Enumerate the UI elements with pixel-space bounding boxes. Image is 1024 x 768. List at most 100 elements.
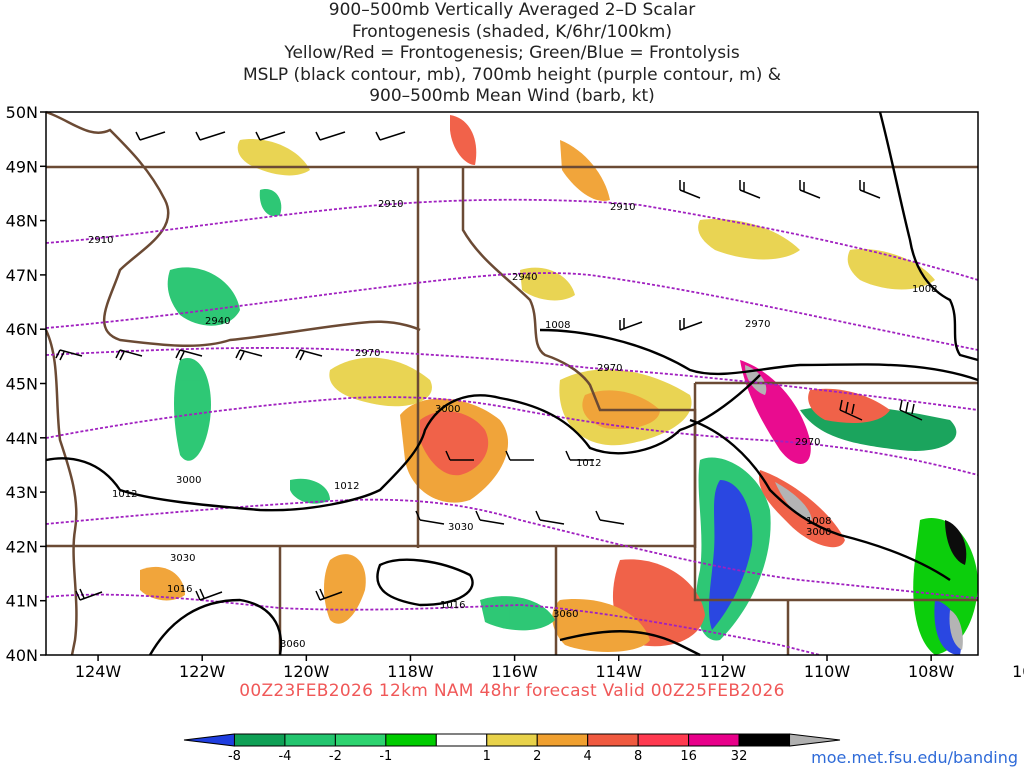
wind-barb	[175, 349, 203, 361]
wind-barb	[195, 131, 226, 141]
mslp-contour-1016-east	[376, 558, 474, 607]
map-title: 900–500mb Vertically Averaged 2–D Scalar…	[0, 0, 1024, 108]
lon-label: 114W	[596, 662, 643, 681]
colorbar: -8 -4 -2 -1 1 2 4 8 16 32	[183, 733, 841, 764]
longitude-axis: 124W 122W 120W 118W 116W 114W 112W 110W 108W 106W	[75, 655, 1024, 681]
colorbar-swatch	[183, 733, 235, 747]
wind-barb	[135, 131, 166, 141]
wind-barb	[315, 131, 346, 141]
colorbar-swatch	[233, 733, 286, 747]
title-line-4: MSLP (black contour, mb), 700mb height (…	[242, 64, 782, 85]
height-label: 2910	[378, 199, 403, 210]
colorbar-swatch	[587, 733, 639, 747]
height-label: 3030	[448, 522, 473, 533]
wind-barb	[535, 510, 565, 525]
lon-label: 118W	[387, 662, 434, 681]
title-line-5: 900–500mb Mean Wind (barb, kt)	[369, 86, 655, 106]
forecast-valid-line: 00Z23FEB2026 12km NAM 48hr forecast Vali…	[239, 681, 785, 701]
colorbar-tick-label: 1	[483, 749, 491, 764]
idaho-montana-border	[461, 167, 697, 548]
lon-label: 122W	[179, 662, 226, 681]
mslp-label: 1012	[112, 489, 137, 500]
colorbar-tick-label: -2	[329, 749, 342, 764]
height-label: 2910	[610, 202, 635, 213]
lon-label: 116W	[491, 662, 538, 681]
lat-label: 41N	[6, 592, 38, 611]
height-label: 3030	[170, 553, 195, 564]
mslp-contour-1012-south	[559, 630, 701, 657]
title-line-3: Yellow/Red = Frontogenesis; Green/Blue =…	[284, 43, 740, 63]
washington-border	[45, 110, 421, 347]
political-borders	[44, 110, 978, 656]
mslp-contour-1008-north	[539, 328, 979, 382]
lat-label: 42N	[6, 537, 38, 556]
height-label: 3000	[435, 404, 460, 415]
mslp-label: 1012	[334, 481, 359, 492]
height-contour-3000	[45, 396, 979, 476]
lat-label: 40N	[6, 646, 38, 665]
wind-barb	[679, 180, 701, 199]
colorbar-swatch	[284, 733, 336, 747]
mslp-label: 1016	[167, 584, 192, 595]
height-label: 2910	[88, 235, 113, 246]
wind-barb	[195, 588, 223, 601]
mslp-label: 1008	[545, 320, 570, 331]
frontogenesis-shading	[140, 115, 978, 655]
wind-barb	[859, 180, 881, 199]
mslp-contour-1008-south	[689, 418, 951, 581]
colorbar-tick-label: 4	[584, 749, 592, 764]
colorbar-swatch	[789, 733, 841, 747]
height-contour-2910	[45, 198, 979, 281]
colorbar-tick-label: -8	[228, 749, 241, 764]
wind-barb	[445, 450, 474, 461]
height-label: 2970	[597, 363, 622, 374]
height-label: 2970	[355, 348, 380, 359]
lat-label: 44N	[6, 429, 38, 448]
wind-barb	[375, 131, 406, 141]
lon-label: 124W	[75, 662, 122, 681]
mslp-contour-1016-west	[148, 598, 283, 656]
wind-barb	[75, 588, 103, 601]
colorbar-swatch	[334, 733, 387, 747]
wind-barb	[839, 399, 863, 421]
colorbar-tick-label: 8	[634, 749, 642, 764]
wind-barb	[55, 349, 83, 361]
lat-label: 47N	[6, 266, 38, 285]
wind-barb	[475, 510, 505, 525]
lat-label: 49N	[6, 157, 38, 176]
mslp-label: 1012	[576, 458, 601, 469]
height-label: 3000	[806, 527, 831, 538]
lat-label: 50N	[6, 103, 38, 122]
height-contour-labels: 2910 2910 2910 2940 2940 2970 2970 2970 …	[88, 199, 831, 650]
colorbar-swatch	[486, 733, 538, 747]
wind-barb	[255, 131, 286, 141]
wind-barb	[315, 588, 343, 601]
colorbar-tick-label: 32	[731, 749, 748, 764]
colorbar-swatch	[385, 733, 437, 747]
wind-barb	[115, 349, 143, 361]
wind-barb	[679, 318, 703, 331]
lon-label: 110W	[804, 662, 851, 681]
height-label: 3060	[280, 639, 305, 650]
source-url[interactable]: moe.met.fsu.edu/banding	[811, 748, 1018, 767]
lon-label: 120W	[283, 662, 330, 681]
height-label: 2940	[512, 272, 537, 283]
height-label: 2940	[205, 316, 230, 327]
colorbar-swatch	[536, 733, 589, 747]
wind-barb	[565, 450, 594, 461]
colorbar-swatch	[688, 733, 740, 747]
wind-barb	[799, 180, 821, 199]
height-label: 2970	[795, 437, 820, 448]
colorbar-tick-label: 16	[680, 749, 697, 764]
mslp-label: 1008	[912, 284, 937, 295]
lat-label: 46N	[6, 320, 38, 339]
lon-label: 106W	[1012, 662, 1024, 681]
lon-label: 112W	[700, 662, 747, 681]
colorbar-tick-label: -1	[379, 749, 392, 764]
colorbar-tick-label: -4	[278, 749, 291, 764]
wind-barb	[415, 510, 445, 525]
height-contour-2970	[45, 347, 979, 411]
lat-label: 45N	[6, 375, 38, 394]
mslp-label: 1016	[440, 600, 465, 611]
